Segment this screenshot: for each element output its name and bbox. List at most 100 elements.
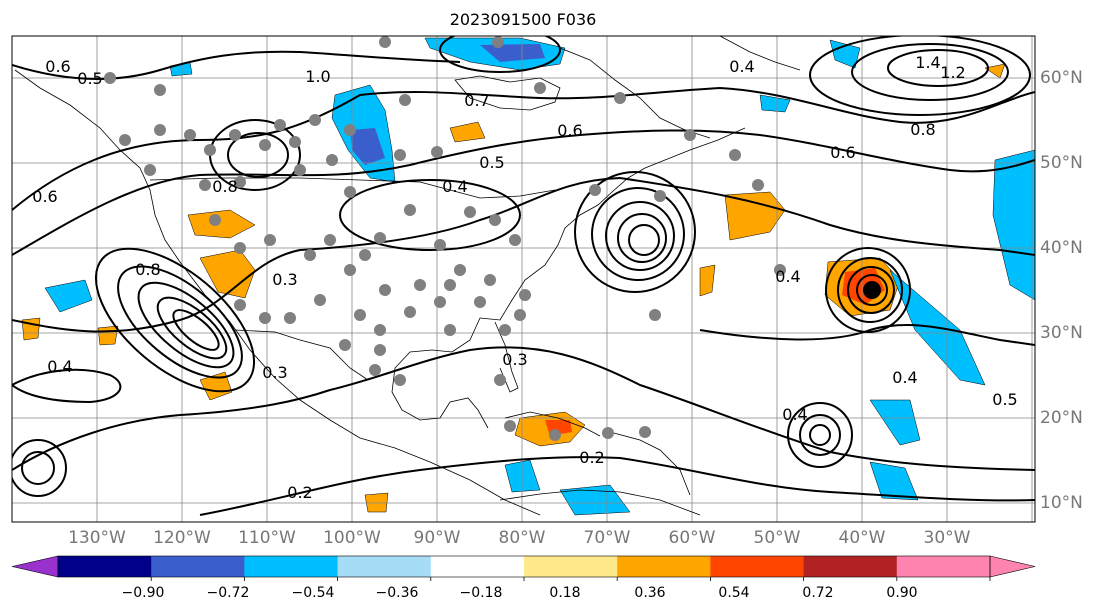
station-marker xyxy=(414,279,426,291)
lon-label: 60°W xyxy=(669,528,716,548)
contour-line xyxy=(339,179,521,251)
contour-line xyxy=(837,257,903,323)
station-marker xyxy=(684,129,696,141)
station-marker xyxy=(379,284,391,296)
colorbar-segment xyxy=(337,556,432,577)
contour-label: 0.4 xyxy=(442,177,467,196)
coastline-hudson xyxy=(454,75,561,111)
lon-label: 90°W xyxy=(414,528,461,548)
lon-label: 40°W xyxy=(839,528,886,548)
station-marker xyxy=(654,190,666,202)
contour-labels: 0.6 0.5 0.7 0.6 0.5 0.4 0.6 0.8 1.2 1.4 … xyxy=(32,53,1017,502)
station-marker xyxy=(474,296,486,308)
contour-label: 0.5 xyxy=(77,69,102,88)
lon-label: 50°W xyxy=(754,528,801,548)
shade-patch xyxy=(984,63,1006,79)
station-marker xyxy=(404,204,416,216)
shade-patch xyxy=(559,484,631,516)
contour-line xyxy=(591,187,685,281)
colorbar-tick-label: −0.36 xyxy=(376,585,419,601)
station-marker xyxy=(444,279,456,291)
shade-patch xyxy=(187,209,256,239)
colorbar-tick-label: 0.72 xyxy=(802,585,833,601)
station-marker xyxy=(234,242,246,254)
contour-label: 0.5 xyxy=(479,153,504,172)
lat-label: 50°N xyxy=(1040,153,1083,173)
station-marker xyxy=(602,427,614,439)
station-marker xyxy=(379,36,391,48)
contour-line xyxy=(439,36,561,73)
colorbar-segment xyxy=(151,556,245,577)
contour-label: 0.8 xyxy=(910,120,935,139)
station-marker xyxy=(234,299,246,311)
colorbar-tick-label: 0.36 xyxy=(634,585,665,601)
station-marker xyxy=(309,114,321,126)
station-marker xyxy=(359,249,371,261)
contour-label: 0.8 xyxy=(135,260,160,279)
station-marker xyxy=(234,176,246,188)
station-marker xyxy=(444,324,456,336)
contour-label: 0.2 xyxy=(579,448,604,467)
station-marker xyxy=(199,179,211,191)
station-marker xyxy=(549,429,561,441)
contour-label: 0.3 xyxy=(502,350,527,369)
contour-label: 0.4 xyxy=(782,405,807,424)
station-marker xyxy=(434,296,446,308)
contour-line xyxy=(12,50,461,81)
station-marker xyxy=(326,154,338,166)
colorbar-segment xyxy=(803,556,898,577)
station-marker xyxy=(339,339,351,351)
contour-line xyxy=(809,36,1031,116)
station-marker xyxy=(229,129,241,141)
contour-line xyxy=(699,324,1035,346)
contour-line xyxy=(825,247,911,333)
station-marker xyxy=(489,214,501,226)
station-marker xyxy=(514,309,526,321)
station-marker xyxy=(144,164,156,176)
contour-line xyxy=(799,414,841,456)
coastline-atlantic xyxy=(479,127,746,321)
contour-line xyxy=(172,309,220,351)
contour-label: 0.6 xyxy=(32,187,57,206)
station-marker xyxy=(274,119,286,131)
coastline-cuba xyxy=(504,411,601,437)
graticule xyxy=(12,36,1035,522)
station-marker xyxy=(484,274,496,286)
contour-label: 0.7 xyxy=(464,91,489,110)
lat-label: 30°N xyxy=(1040,323,1083,343)
contour-line xyxy=(787,402,853,468)
shade-patch xyxy=(449,121,486,143)
colorbar-tick-label: 0.18 xyxy=(549,585,580,601)
colorbar-segment xyxy=(524,556,618,577)
station-marker xyxy=(404,306,416,318)
contour-label: 1.4 xyxy=(915,53,940,72)
station-marker xyxy=(324,234,336,246)
coastline-gulf xyxy=(391,317,489,429)
station-marker xyxy=(499,324,511,336)
station-marker xyxy=(649,309,661,321)
shade-patch xyxy=(199,249,256,299)
lon-label: 70°W xyxy=(584,528,631,548)
contour-line xyxy=(156,296,228,360)
shade-patch xyxy=(21,317,41,341)
coastline-caribbean xyxy=(609,431,691,496)
contour-label: 1.0 xyxy=(305,67,330,86)
colorbar-segment xyxy=(617,556,711,577)
contour-label: 0.3 xyxy=(272,270,297,289)
station-marker xyxy=(104,72,116,84)
station-marker xyxy=(304,249,316,261)
station-marker xyxy=(314,294,326,306)
colorbar-segment xyxy=(896,556,991,577)
station-marker xyxy=(509,234,521,246)
shade-patch xyxy=(364,492,389,513)
storm-center-marker xyxy=(863,281,881,299)
station-marker xyxy=(534,82,546,94)
station-marker xyxy=(394,149,406,161)
shade-patch xyxy=(44,279,93,313)
shade-patch xyxy=(829,39,861,69)
colorbar-segment xyxy=(430,556,525,577)
contour-line xyxy=(605,201,675,271)
colorbar-segment xyxy=(58,556,152,577)
station-marker xyxy=(492,36,504,48)
